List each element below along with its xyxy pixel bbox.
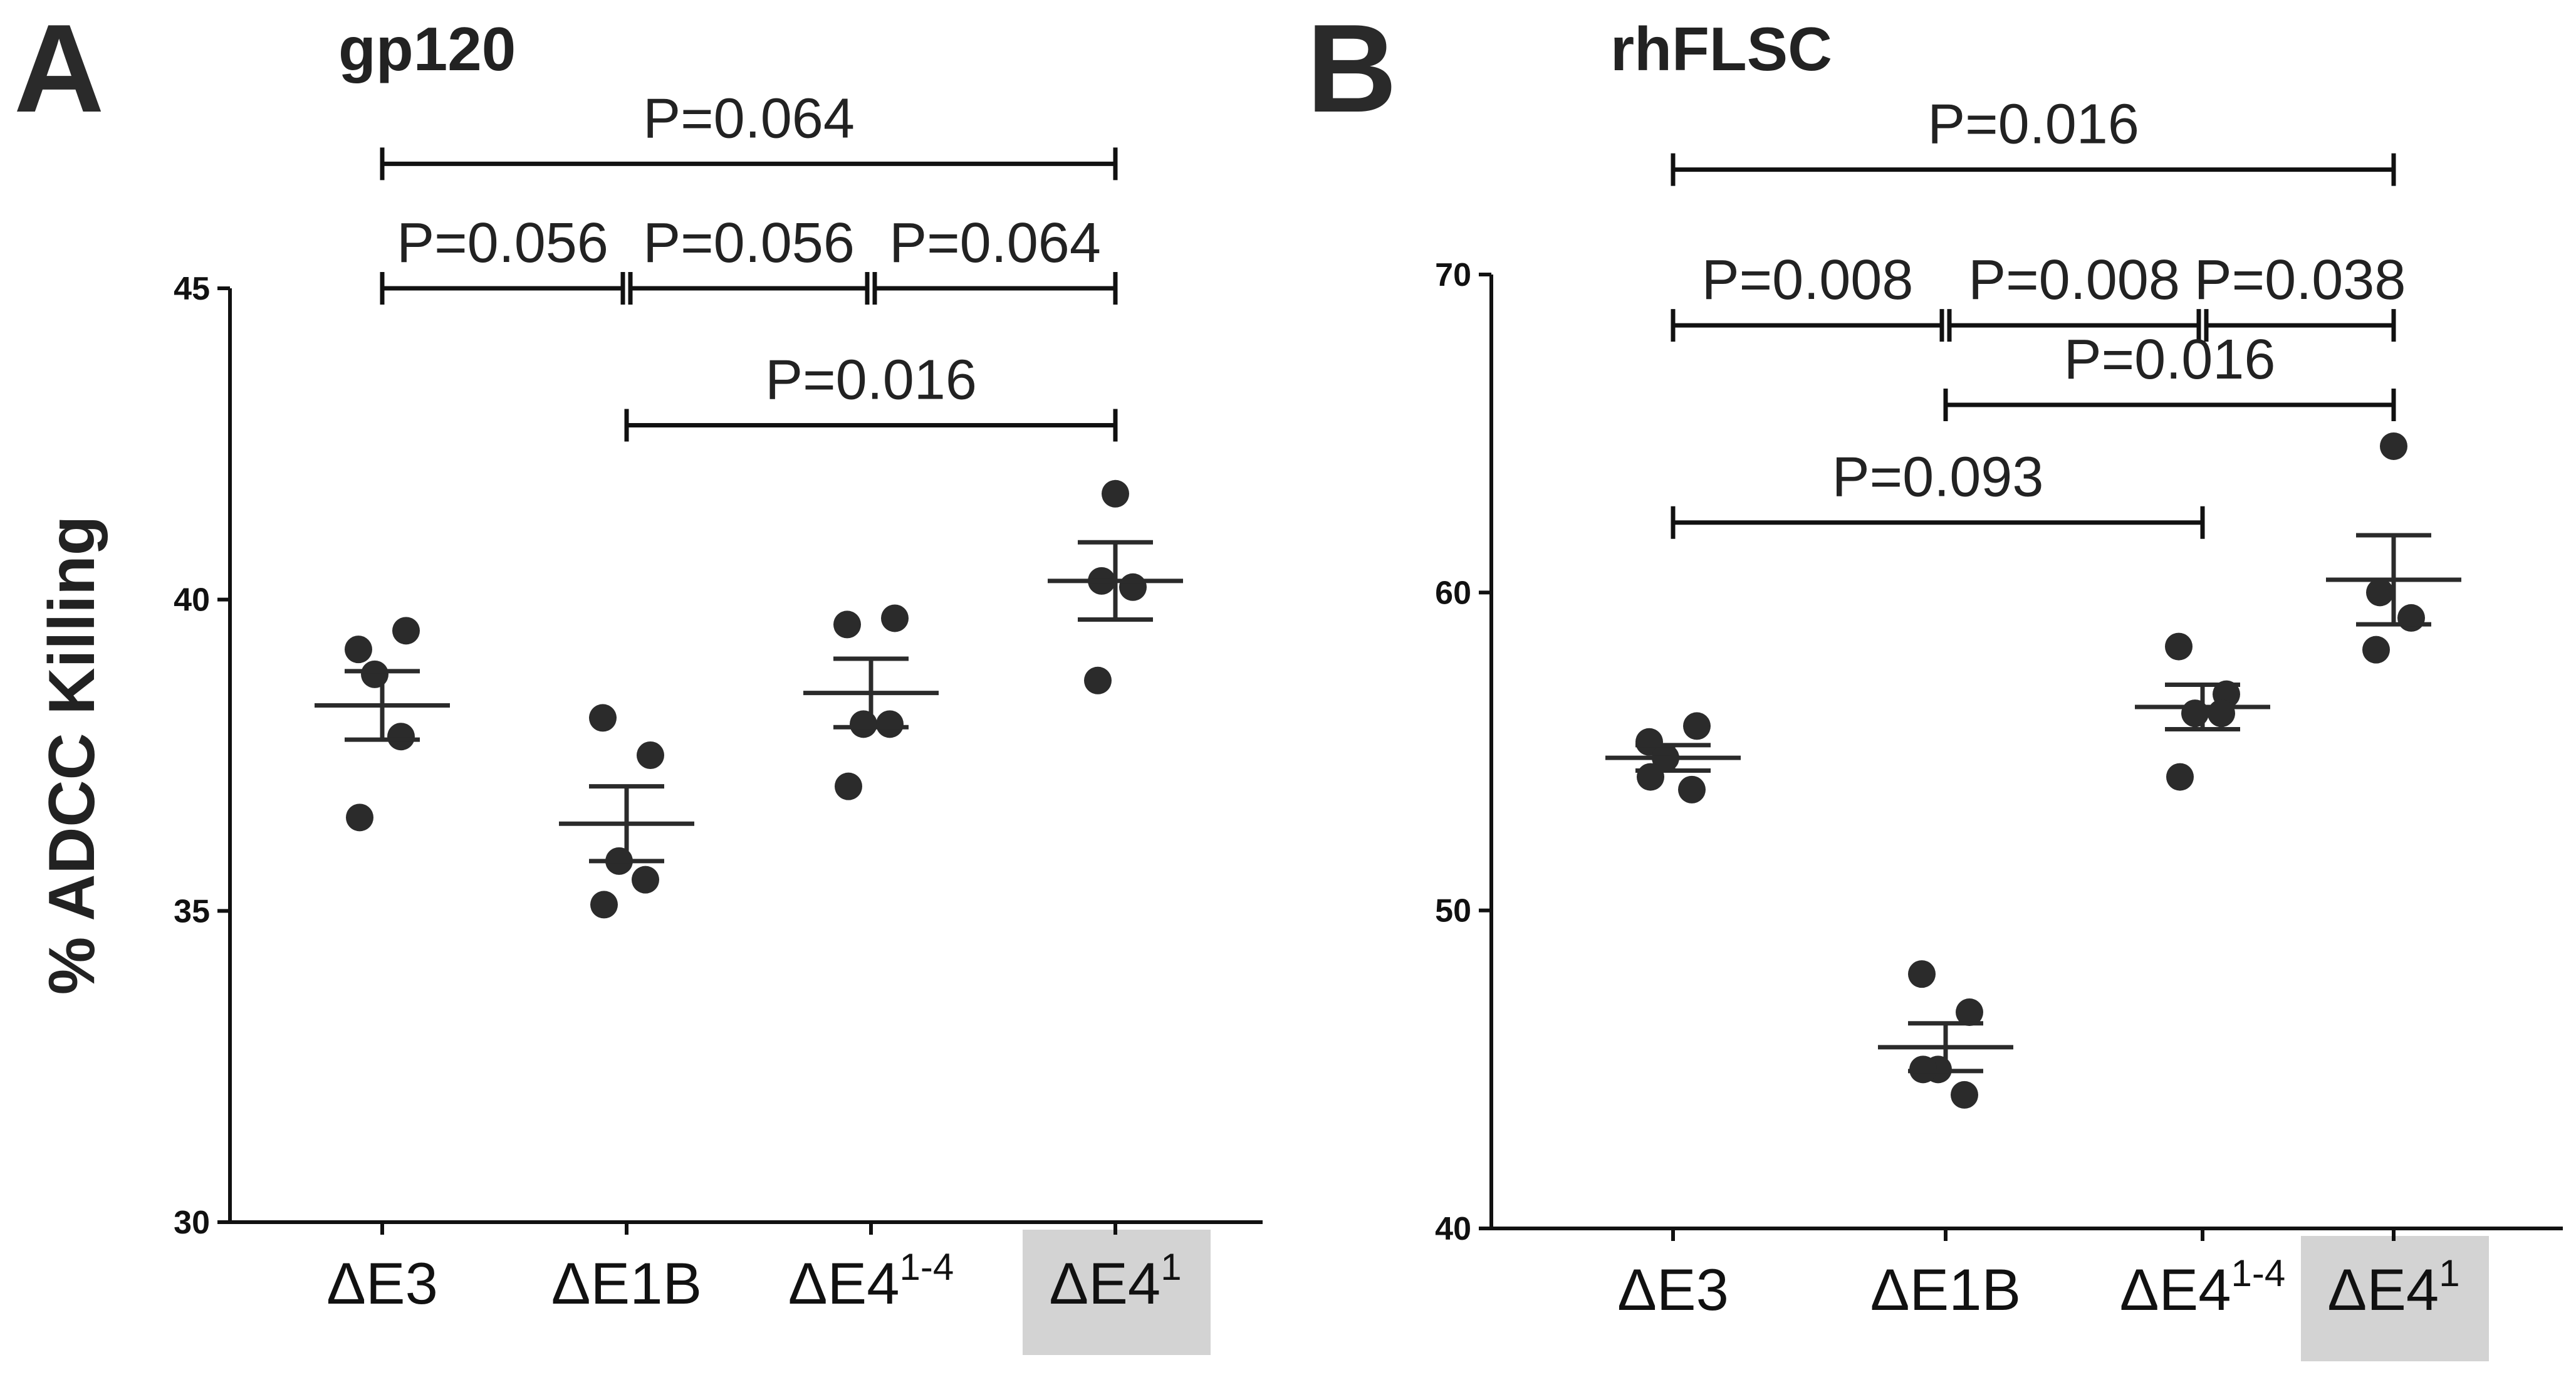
x-tick-label-base: ΔE3 [1617, 1257, 1729, 1322]
x-tick-label: ΔE41 [1049, 1246, 1181, 1316]
data-point [387, 723, 415, 751]
data-point [590, 891, 618, 919]
data-point [345, 636, 372, 664]
significance-bracket: P=0.016 [1943, 328, 2396, 422]
p-value-label: P=0.008 [1968, 249, 2180, 311]
data-point [2208, 699, 2235, 728]
significance-bracket: P=0.093 [1671, 446, 2205, 539]
x-tick-label-superscript: 1-4 [900, 1246, 954, 1288]
x-tick-label: ΔE1B [551, 1250, 702, 1316]
data-point [1956, 998, 1983, 1027]
p-value-label: P=0.016 [1927, 93, 2139, 156]
data-point [2380, 432, 2407, 460]
data-point [881, 604, 909, 632]
x-tick-label: ΔE3 [1617, 1257, 1729, 1322]
data-point [346, 803, 373, 832]
significance-bracket: P=0.008 [1947, 249, 2201, 342]
y-tick-label: 30 [174, 1205, 210, 1241]
x-tick-label: ΔE41-4 [2120, 1252, 2285, 1322]
x-tick-label: ΔE41 [2327, 1252, 2459, 1322]
data-point [1102, 479, 1129, 508]
significance-bracket: P=0.038 [2194, 249, 2406, 342]
data-point [1678, 775, 1706, 803]
x-tick-label-superscript: 1 [2439, 1252, 2459, 1294]
x-tick-label: ΔE3 [326, 1250, 438, 1316]
significance-bracket: P=0.016 [624, 349, 1118, 442]
data-point [2166, 763, 2194, 791]
x-tick-label-base: ΔE4 [788, 1250, 900, 1316]
x-tick-label-base: ΔE3 [326, 1250, 438, 1316]
highlight-box [1023, 1230, 1211, 1355]
x-tick-label-superscript: 1-4 [2231, 1252, 2286, 1294]
x-tick-label-base: ΔE4 [1049, 1250, 1160, 1316]
p-value-label: P=0.038 [2194, 249, 2406, 311]
significance-bracket: P=0.056 [628, 212, 870, 305]
p-value-label: P=0.016 [2064, 328, 2276, 391]
p-value-label: P=0.008 [1702, 249, 1914, 311]
data-point [1119, 573, 1147, 601]
data-point [2362, 636, 2390, 664]
y-tick-label: 35 [174, 893, 210, 929]
significance-bracket: P=0.064 [872, 212, 1118, 305]
data-point [589, 704, 617, 732]
data-point [1084, 666, 1112, 694]
data-point [1908, 960, 1936, 988]
data-point [876, 710, 904, 738]
significance-bracket: P=0.064 [380, 87, 1118, 181]
data-point [2366, 578, 2394, 607]
y-tick-label: 40 [174, 582, 210, 619]
p-value-label: P=0.056 [643, 212, 855, 275]
significance-bracket: P=0.008 [1671, 249, 1944, 342]
data-point [1683, 712, 1711, 740]
p-value-label: P=0.064 [889, 212, 1101, 275]
y-tick-label: 45 [174, 271, 210, 307]
x-tick-label: ΔE41-4 [788, 1246, 954, 1316]
significance-bracket: P=0.016 [1671, 93, 2396, 186]
chart-title: rhFLSC [1610, 14, 1832, 83]
y-tick-label: 40 [1435, 1211, 1471, 1247]
highlight-box [2301, 1236, 2489, 1361]
y-tick-label: 50 [1435, 893, 1471, 929]
chart-title: gp120 [338, 14, 516, 83]
data-point [1951, 1081, 1978, 1109]
data-point [1637, 763, 1664, 791]
p-value-label: P=0.016 [765, 349, 977, 412]
x-tick-label-base: ΔE4 [2120, 1257, 2231, 1322]
x-tick-label-base: ΔE1B [551, 1250, 702, 1316]
data-point [835, 772, 862, 800]
x-tick-label-base: ΔE4 [2327, 1257, 2439, 1322]
data-point [637, 741, 664, 769]
panel-letter: A [14, 0, 104, 139]
p-value-label: P=0.064 [643, 87, 855, 150]
significance-bracket: P=0.056 [380, 212, 625, 305]
data-point [2165, 632, 2193, 661]
x-tick-label-superscript: 1 [1160, 1246, 1181, 1288]
y-tick-label: 60 [1435, 575, 1471, 611]
y-axis-label: % ADCC Killing [36, 516, 108, 995]
y-tick-label: 70 [1435, 257, 1471, 293]
data-point [632, 866, 659, 894]
data-point [2397, 604, 2425, 632]
x-tick-label-base: ΔE1B [1870, 1257, 2021, 1322]
x-tick-label: ΔE1B [1870, 1257, 2021, 1322]
p-value-label: P=0.093 [1832, 446, 2044, 509]
data-point [833, 610, 861, 639]
data-point [392, 617, 420, 645]
panel-letter: B [1306, 0, 1397, 139]
p-value-label: P=0.056 [397, 212, 608, 275]
